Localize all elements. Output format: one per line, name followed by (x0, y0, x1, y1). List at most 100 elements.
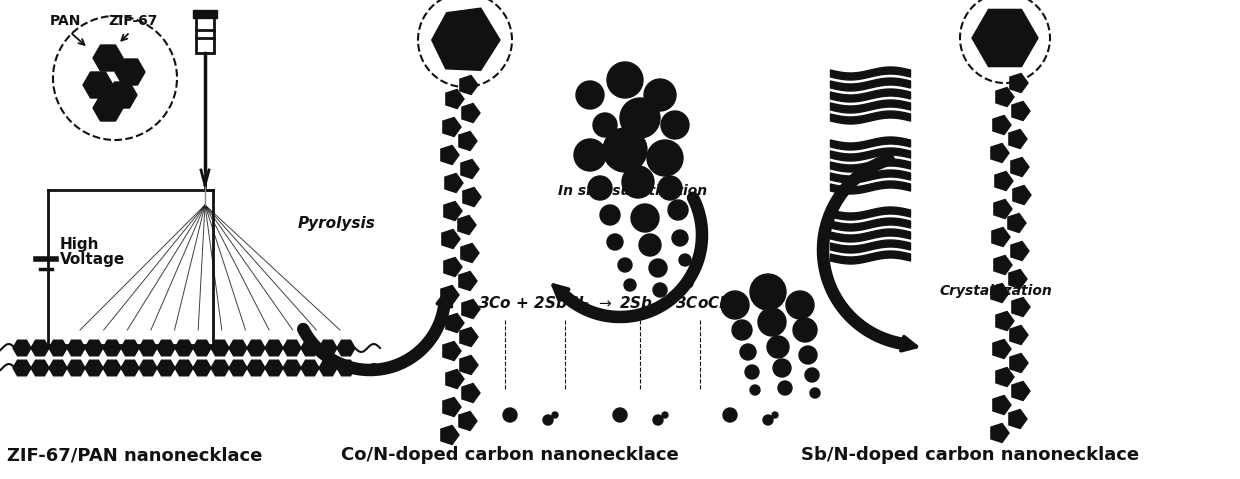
Polygon shape (211, 360, 229, 376)
Polygon shape (211, 340, 229, 356)
Text: High: High (60, 237, 99, 252)
Polygon shape (50, 360, 67, 376)
Polygon shape (31, 360, 50, 376)
Circle shape (543, 415, 553, 425)
Polygon shape (86, 360, 103, 376)
Polygon shape (441, 285, 459, 305)
Polygon shape (443, 342, 461, 361)
Polygon shape (12, 360, 31, 376)
Polygon shape (193, 340, 211, 356)
Circle shape (683, 278, 693, 288)
Polygon shape (122, 360, 139, 376)
Polygon shape (139, 360, 157, 376)
Polygon shape (1008, 214, 1025, 232)
Polygon shape (991, 284, 1009, 303)
Polygon shape (103, 340, 122, 356)
Circle shape (653, 415, 663, 425)
Polygon shape (319, 360, 337, 376)
Polygon shape (247, 340, 265, 356)
Polygon shape (283, 340, 301, 356)
Circle shape (763, 415, 773, 425)
Polygon shape (991, 423, 1009, 443)
Circle shape (740, 344, 756, 360)
Polygon shape (463, 384, 480, 402)
Polygon shape (337, 340, 355, 356)
Polygon shape (446, 90, 464, 109)
Circle shape (668, 200, 688, 220)
Circle shape (593, 113, 618, 137)
Polygon shape (157, 360, 175, 376)
Polygon shape (67, 360, 86, 376)
Polygon shape (139, 340, 157, 356)
Polygon shape (1009, 129, 1027, 148)
Polygon shape (444, 202, 463, 220)
Polygon shape (459, 411, 477, 431)
Polygon shape (461, 160, 479, 179)
Circle shape (613, 408, 627, 422)
Polygon shape (460, 76, 477, 94)
Polygon shape (443, 398, 461, 417)
Polygon shape (432, 8, 500, 70)
Polygon shape (1012, 381, 1030, 400)
Polygon shape (444, 258, 463, 276)
Polygon shape (1009, 410, 1027, 429)
Circle shape (758, 308, 786, 336)
Polygon shape (441, 425, 459, 445)
Circle shape (777, 381, 792, 395)
Circle shape (588, 176, 613, 200)
Circle shape (639, 234, 661, 256)
Polygon shape (103, 360, 122, 376)
Circle shape (662, 412, 668, 418)
Circle shape (786, 291, 813, 319)
Polygon shape (460, 355, 477, 375)
Polygon shape (122, 340, 139, 356)
Polygon shape (1011, 158, 1029, 176)
Polygon shape (1013, 185, 1030, 205)
Polygon shape (445, 173, 463, 193)
Polygon shape (996, 367, 1014, 387)
Polygon shape (993, 115, 1011, 135)
Circle shape (750, 385, 760, 395)
Polygon shape (157, 340, 175, 356)
Polygon shape (463, 103, 480, 123)
Polygon shape (463, 187, 481, 206)
Text: Sb/N-doped carbon nanonecklace: Sb/N-doped carbon nanonecklace (801, 446, 1140, 464)
Circle shape (720, 291, 749, 319)
Polygon shape (115, 59, 145, 85)
Polygon shape (301, 340, 319, 356)
Polygon shape (31, 340, 50, 356)
Polygon shape (1009, 270, 1027, 288)
Circle shape (600, 205, 620, 225)
Polygon shape (994, 199, 1012, 218)
Circle shape (773, 359, 791, 377)
Circle shape (773, 412, 777, 418)
Circle shape (805, 368, 818, 382)
Circle shape (620, 98, 660, 138)
Circle shape (672, 230, 688, 246)
Circle shape (503, 408, 517, 422)
Polygon shape (12, 340, 31, 356)
Circle shape (552, 412, 558, 418)
Circle shape (624, 279, 636, 291)
Polygon shape (441, 229, 460, 249)
Circle shape (644, 79, 676, 111)
Circle shape (745, 365, 759, 379)
Text: In situ substitution: In situ substitution (558, 184, 707, 198)
Polygon shape (459, 132, 477, 150)
Circle shape (658, 176, 682, 200)
Circle shape (661, 111, 689, 139)
Polygon shape (991, 144, 1009, 162)
Circle shape (799, 346, 817, 364)
Polygon shape (337, 360, 355, 376)
Polygon shape (229, 360, 247, 376)
Polygon shape (461, 243, 479, 262)
Polygon shape (993, 340, 1011, 358)
Polygon shape (1012, 102, 1030, 121)
Circle shape (631, 204, 658, 232)
Circle shape (608, 62, 644, 98)
Polygon shape (459, 272, 477, 290)
Polygon shape (283, 360, 301, 376)
Circle shape (608, 234, 622, 250)
Text: Crystallization: Crystallization (940, 284, 1053, 298)
Polygon shape (1009, 354, 1028, 373)
